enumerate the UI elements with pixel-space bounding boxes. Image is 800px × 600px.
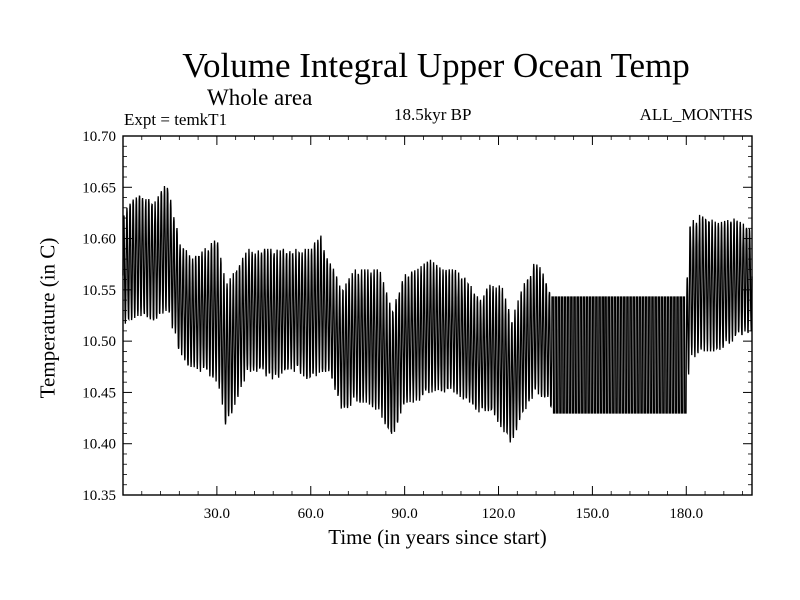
x-tick-label: 180.0 (669, 506, 703, 522)
period-label: 18.5kyr BP (394, 105, 472, 124)
plot-frame (122, 135, 753, 496)
y-tick-label: 10.45 (82, 385, 116, 401)
experiment-label: Expt = temkT1 (124, 110, 228, 129)
x-axis: 30.0 60.0 90.0 120.0 150.0 180.0 (141, 136, 744, 522)
chart-subtitle: Whole area (207, 85, 313, 110)
series-layer (122, 185, 753, 443)
x-tick-label: 150.0 (576, 506, 610, 522)
x-tick-label: 30.0 (204, 506, 230, 522)
y-axis-label: Temperature (in C) (35, 237, 60, 399)
x-tick-label: 120.0 (482, 506, 516, 522)
y-tick-label: 10.40 (82, 437, 116, 453)
y-tick-label: 10.60 (82, 232, 116, 248)
x-tick-label: 60.0 (298, 506, 324, 522)
y-axis: 10.35 10.40 10.45 10.50 10.55 10.60 10.65 10.70 (82, 129, 752, 504)
x-tick-label: 90.0 (392, 506, 418, 522)
y-tick-label: 10.70 (82, 129, 116, 145)
y-tick-label: 10.65 (82, 180, 116, 196)
y-tick-label: 10.55 (82, 283, 116, 299)
chart-title: Volume Integral Upper Ocean Temp (182, 46, 690, 85)
y-tick-label: 10.50 (82, 334, 116, 350)
series-line-temperature (122, 185, 753, 443)
y-tick-label: 10.35 (82, 488, 116, 504)
x-axis-label: Time (in years since start) (328, 525, 547, 549)
months-label: ALL_MONTHS (639, 105, 753, 124)
